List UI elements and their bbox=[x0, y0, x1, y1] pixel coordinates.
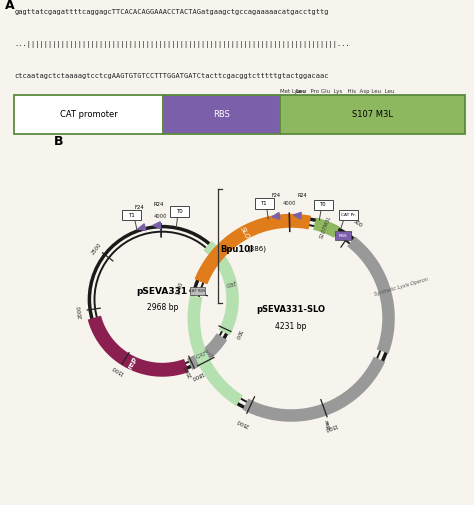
Bar bbox=[14, 95, 163, 134]
Text: ...|||||||||||||||||||||||||||||||||||||||||||||||||||||||||||||||||||||||||...: ...|||||||||||||||||||||||||||||||||||||… bbox=[14, 41, 350, 48]
Text: 4231 bp: 4231 bp bbox=[275, 322, 307, 331]
Text: gagttatcgagattttcaggagcTTCACACAGGAAACCTACTAGatgaagctgccagaaaaacatgacctgttg: gagttatcgagattttcaggagcTTCACACAGGAAACCTA… bbox=[14, 9, 329, 15]
Polygon shape bbox=[200, 273, 208, 282]
Text: 500: 500 bbox=[352, 219, 363, 229]
Text: Bpu10I: Bpu10I bbox=[220, 244, 253, 254]
Text: T1: T1 bbox=[261, 201, 268, 206]
Text: 4000: 4000 bbox=[154, 214, 168, 219]
Polygon shape bbox=[138, 224, 146, 230]
FancyBboxPatch shape bbox=[190, 287, 205, 295]
FancyBboxPatch shape bbox=[122, 210, 141, 220]
FancyBboxPatch shape bbox=[170, 206, 189, 217]
Text: CAT Pr.: CAT Pr. bbox=[341, 213, 356, 217]
Text: R24: R24 bbox=[297, 192, 307, 197]
Text: 2000: 2000 bbox=[183, 363, 194, 378]
Text: 1000: 1000 bbox=[176, 281, 184, 295]
Text: 2500: 2500 bbox=[236, 417, 250, 428]
Text: 2968 bp: 2968 bp bbox=[146, 303, 178, 312]
FancyBboxPatch shape bbox=[314, 200, 333, 210]
Text: F24: F24 bbox=[272, 193, 281, 198]
Text: 2000: 2000 bbox=[77, 304, 83, 318]
Text: 1800: 1800 bbox=[190, 370, 205, 380]
Polygon shape bbox=[315, 222, 323, 229]
Text: RBS: RBS bbox=[338, 234, 347, 237]
Polygon shape bbox=[293, 212, 301, 219]
Text: 1500: 1500 bbox=[111, 364, 125, 376]
Text: 4000: 4000 bbox=[283, 200, 296, 206]
Text: CAT promoter: CAT promoter bbox=[60, 110, 118, 119]
Text: pSEVA331-SLO: pSEVA331-SLO bbox=[257, 306, 326, 315]
Text: oriT: oriT bbox=[201, 347, 213, 360]
Text: B: B bbox=[54, 135, 64, 148]
Text: CAT: CAT bbox=[195, 351, 208, 360]
Text: SLO: SLO bbox=[239, 225, 251, 240]
FancyBboxPatch shape bbox=[335, 231, 351, 240]
Text: rep: rep bbox=[127, 356, 138, 371]
Text: 2500: 2500 bbox=[91, 241, 103, 255]
Text: R24: R24 bbox=[154, 202, 164, 207]
Text: CAT RBS: CAT RBS bbox=[190, 289, 206, 293]
Polygon shape bbox=[272, 213, 280, 219]
Bar bbox=[280, 95, 465, 134]
Text: Pro Glu  Lys   His  Asp Leu  Leu: Pro Glu Lys His Asp Leu Leu bbox=[307, 89, 394, 94]
Text: Synthetic Lysis Operon: Synthetic Lysis Operon bbox=[373, 277, 428, 297]
Text: Leu: Leu bbox=[296, 89, 307, 94]
Text: S107M3L: S107M3L bbox=[319, 215, 333, 239]
Text: ctcaatagctctaaaagtcctcgAAGTGTGTCCTTTGGATGATCtacttcgacggtctttttgtactggacaac: ctcaatagctctaaaagtcctcgAAGTGTGTCCTTTGGAT… bbox=[14, 73, 329, 79]
Polygon shape bbox=[153, 222, 161, 229]
Polygon shape bbox=[178, 364, 186, 372]
Text: 500: 500 bbox=[233, 329, 242, 340]
Text: S107 M3L: S107 M3L bbox=[352, 110, 392, 119]
Text: cat: cat bbox=[225, 281, 237, 289]
Text: 1500: 1500 bbox=[323, 422, 338, 431]
Text: rep: rep bbox=[323, 420, 331, 431]
Text: A: A bbox=[5, 0, 15, 12]
Text: RBS: RBS bbox=[213, 110, 230, 119]
Text: Met Lys: Met Lys bbox=[280, 89, 304, 94]
Text: T0: T0 bbox=[320, 203, 327, 208]
Text: T0: T0 bbox=[176, 209, 183, 214]
FancyBboxPatch shape bbox=[338, 210, 358, 220]
Text: pSEVA331: pSEVA331 bbox=[137, 287, 188, 296]
Text: F24: F24 bbox=[135, 205, 144, 210]
Text: T1: T1 bbox=[128, 213, 135, 218]
Text: (386): (386) bbox=[247, 246, 266, 252]
Bar bbox=[163, 95, 280, 134]
FancyBboxPatch shape bbox=[255, 198, 274, 209]
